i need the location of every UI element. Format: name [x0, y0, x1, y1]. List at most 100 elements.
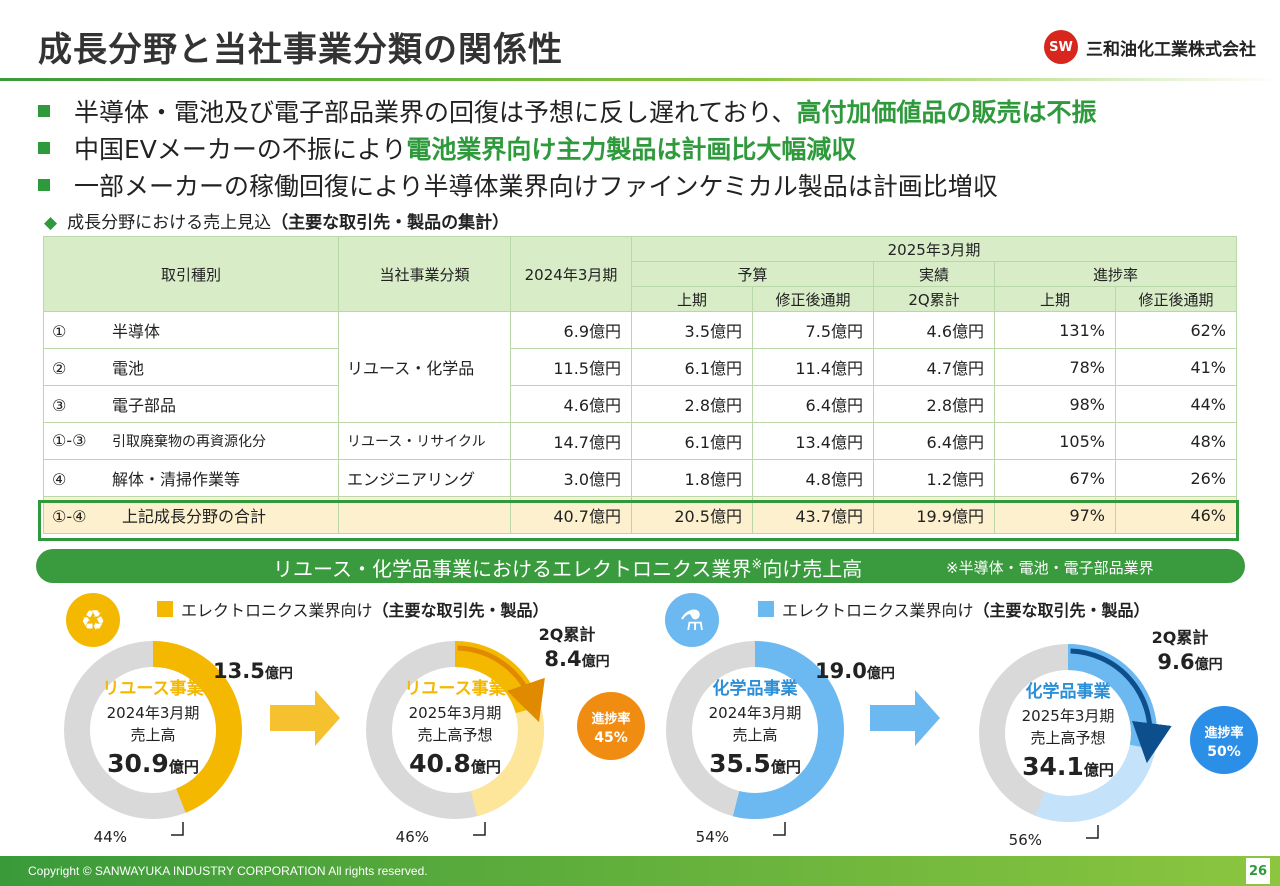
share-bracket: [473, 822, 486, 836]
cell-budget-full: 7.5億円: [752, 311, 874, 349]
table-row: ② 電池 11.5億円 6.1億円 11.4億円 4.7億円 78% 41%: [43, 348, 1237, 386]
diamond-icon: ◆: [44, 213, 58, 233]
cell-progress-full: 62%: [1115, 311, 1237, 349]
total-progress-h1: 97%: [994, 496, 1116, 534]
legend-text: エレクトロニクス業界向け: [782, 601, 974, 620]
cell-budget-full: 4.8億円: [752, 459, 874, 497]
share-label: 44%: [94, 828, 127, 846]
cell-progress-h1: 105%: [994, 422, 1116, 460]
total-budget-h1: 20.5億円: [631, 496, 753, 534]
cell-fy2024: 11.5億円: [510, 348, 632, 386]
header-type: 取引種別: [43, 236, 339, 312]
row-category: エンジニアリング: [338, 459, 511, 497]
donut-period: 2025年3月期: [1022, 707, 1115, 725]
donut-electronics-segment: [732, 641, 844, 819]
bullet-highlight: 高付加価値品の販売は不振: [796, 97, 1097, 127]
header-budget: 予算: [631, 261, 874, 287]
donut-total-value: 34.1: [1022, 752, 1084, 781]
cell-progress-h1: 78%: [994, 348, 1116, 386]
cell-progress-h1: 98%: [994, 385, 1116, 423]
header-fy2024: 2024年3月期: [510, 236, 632, 312]
donut-total-unit: 億円: [169, 758, 199, 776]
cell-budget-h1: 3.5億円: [631, 311, 753, 349]
row-name: 半導体: [112, 322, 161, 341]
donut-total: 34.1億円: [1022, 752, 1114, 781]
share-bracket: [773, 822, 786, 836]
donut-segment-name: 化学品事業: [1026, 681, 1111, 702]
donut-period: 2025年3月期: [409, 704, 502, 722]
donut-total-unit: 億円: [1084, 761, 1114, 779]
total-actual-2q: 19.9億円: [873, 496, 995, 534]
table-row: ③ 電子部品 4.6億円 2.8億円 6.4億円 2.8億円 98% 44%: [43, 385, 1237, 423]
donut-segment-name: リユース事業: [404, 678, 505, 699]
donut-total: 35.5億円: [709, 749, 801, 778]
donut-total-value: 30.9: [107, 749, 169, 778]
donut-period: 2024年3月期: [107, 704, 200, 722]
section-banner: リユース・化学品事業におけるエレクトロニクス業界※向け売上高 ※半導体・電池・電…: [36, 549, 1245, 583]
progress-value: 8.4億円: [544, 647, 609, 671]
electronics-value-unit: 億円: [265, 665, 293, 682]
header-divider: [0, 78, 1280, 81]
header-business: 当社事業分類: [338, 236, 511, 312]
progress-value-number: 8.4: [544, 647, 581, 671]
cell-actual-2q: 4.6億円: [873, 311, 995, 349]
arrow-right-icon: [870, 690, 940, 746]
total-label: ①-④ 上記成長分野の合計: [43, 496, 339, 534]
bullet-item: 一部メーカーの稼働回復により半導体業界向けファインケミカル製品は計画比増収: [38, 166, 1097, 203]
cell-progress-full: 26%: [1115, 459, 1237, 497]
bullet-square-icon: [38, 141, 50, 154]
progress-rate-label: 進捗率: [591, 711, 630, 727]
recycle-icon: ♻: [66, 593, 120, 647]
header-first-half: 上期: [631, 286, 753, 312]
header-actual: 実績: [873, 261, 995, 287]
legend-right: エレクトロニクス業界向け （主要な取引先・製品）: [758, 597, 1150, 621]
legend-swatch: [157, 601, 173, 617]
cell-progress-full: 44%: [1115, 385, 1237, 423]
donut-total-value: 35.5: [709, 749, 771, 778]
cell-budget-h1: 1.8億円: [631, 459, 753, 497]
page-number: 26: [1246, 858, 1270, 884]
cell-progress-h1: 67%: [994, 459, 1116, 497]
share-label: 46%: [396, 828, 429, 846]
row-label: ③ 電子部品: [43, 385, 339, 423]
donut-period: 2024年3月期: [709, 704, 802, 722]
cell-fy2024: 3.0億円: [510, 459, 632, 497]
slide-footer: Copyright © SANWAYUKA INDUSTRY CORPORATI…: [0, 856, 1280, 886]
row-number: ①-③: [52, 431, 87, 450]
electronics-value-unit: 億円: [867, 665, 895, 682]
donut-total-unit: 億円: [471, 758, 501, 776]
header-progress: 進捗率: [994, 261, 1237, 287]
bullet-text: 半導体・電池及び電子部品業界の回復は予想に反し遅れており、: [74, 97, 797, 127]
row-name: 電子部品: [112, 396, 177, 415]
subheading-text: 成長分野における売上見込: [67, 213, 272, 233]
progress-arrow: [457, 645, 545, 723]
banner-note: ※半導体・電池・電子部品業界: [946, 559, 1154, 577]
banner-title: リユース・化学品事業におけるエレクトロニクス業界※向け売上高: [273, 553, 862, 582]
slide-header: 成長分野と当社事業分類の関係性 SW 三和油化工業株式会社: [0, 0, 1280, 81]
cell-actual-2q: 4.7億円: [873, 348, 995, 386]
progress-rate-label: 進捗率: [1204, 725, 1243, 741]
copyright: Copyright © SANWAYUKA INDUSTRY CORPORATI…: [28, 864, 428, 878]
bullet-text: 一部メーカーの稼働回復により半導体業界向けファインケミカル製品は計画比増収: [74, 171, 998, 201]
bullet-item: 中国EVメーカーの不振により 電池業界向け主力製品は計画比大幅減収: [38, 129, 1097, 166]
donut-kind: 売上高: [130, 726, 175, 744]
total-progress-full: 46%: [1115, 496, 1237, 534]
row-number: ④: [52, 470, 67, 489]
chart-layer: リユース事業2024年3月期売上高30.9億円44%13.5億円リユース事業20…: [64, 625, 1258, 849]
cell-fy2024: 14.7億円: [510, 422, 632, 460]
electronics-value-number: 19.0: [815, 659, 867, 683]
donut-total: 30.9億円: [107, 749, 199, 778]
bullet-text: 中国EVメーカーの不振により: [74, 134, 407, 164]
share-label: 54%: [696, 828, 729, 846]
bullet-item: 半導体・電池及び電子部品業界の回復は予想に反し遅れており、 高付加価値品の販売は不…: [38, 92, 1097, 129]
arrow-right-icon: [270, 690, 340, 746]
table-row: ①-③ 引取廃棄物の再資源化分 リユース・リサイクル 14.7億円 6.1億円 1…: [43, 422, 1237, 460]
progress-rate-badge: [1190, 706, 1258, 774]
header-fy2025: 2025年3月期: [631, 236, 1237, 262]
company-logo: SW 三和油化工業株式会社: [1044, 30, 1256, 64]
donut-total-value: 40.8: [409, 749, 471, 778]
sales-table: 取引種別 当社事業分類 2024年3月期 2025年3月期 予算 実績 進捗率 …: [43, 236, 1237, 534]
electronics-value: 19.0億円: [815, 659, 895, 683]
progress-label: 2Q累計: [1152, 628, 1209, 647]
share-bracket: [1086, 825, 1099, 839]
